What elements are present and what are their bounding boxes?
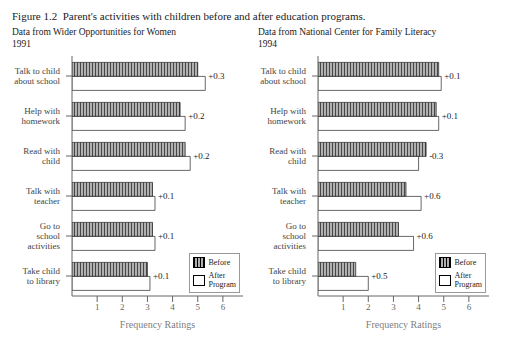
svg-text:1: 1 xyxy=(341,302,346,312)
html-text:Before: Before xyxy=(454,258,477,267)
svg-text:5: 5 xyxy=(195,302,200,312)
svg-text:2: 2 xyxy=(366,302,371,312)
html-text:Data from Wider Opportunities: Data from Wider Opportunities for Women … xyxy=(12,27,176,49)
svg-text:Take childto library: Take childto library xyxy=(268,266,306,286)
svg-text:5: 5 xyxy=(441,302,446,312)
svg-text:4: 4 xyxy=(170,302,175,312)
html-text:After Program: After Program xyxy=(454,271,482,289)
svg-text:+0.2: +0.2 xyxy=(188,111,204,121)
svg-text:Talk to childabout school: Talk to childabout school xyxy=(14,66,60,86)
svg-text:+0.1: +0.1 xyxy=(153,271,169,281)
svg-text:+0.6: +0.6 xyxy=(417,231,434,241)
svg-text:+0.6: +0.6 xyxy=(424,191,441,201)
svg-text:Help withhomework: Help withhomework xyxy=(22,106,61,126)
svg-text:+0.5: +0.5 xyxy=(371,271,388,281)
svg-text:Read withchild: Read withchild xyxy=(23,146,60,166)
svg-text:Read withchild: Read withchild xyxy=(269,146,306,166)
svg-text:Take childto library: Take childto library xyxy=(22,266,60,286)
svg-text:2: 2 xyxy=(120,302,125,312)
svg-text:6: 6 xyxy=(467,302,472,312)
svg-text:Go toschoolactivities: Go toschoolactivities xyxy=(28,221,61,251)
svg-text:+0.3: +0.3 xyxy=(208,71,225,81)
svg-text:6: 6 xyxy=(221,302,226,312)
svg-text:Frequency Ratings: Frequency Ratings xyxy=(120,319,195,330)
html-text:Data from National Center for: Data from National Center for Family Lit… xyxy=(258,27,437,49)
svg-text:+0.1: +0.1 xyxy=(442,111,458,121)
svg-text:+0.1: +0.1 xyxy=(158,231,174,241)
svg-text:Help withhomework: Help withhomework xyxy=(268,106,307,126)
svg-text:+0.1: +0.1 xyxy=(444,71,460,81)
svg-text:-0.3: -0.3 xyxy=(429,151,444,161)
svg-text:3: 3 xyxy=(145,302,150,312)
svg-text:+0.1: +0.1 xyxy=(158,191,174,201)
svg-text:3: 3 xyxy=(391,302,396,312)
svg-text:Talk withteacher: Talk withteacher xyxy=(26,186,61,206)
svg-text:4: 4 xyxy=(416,302,421,312)
svg-text:Frequency Ratings: Frequency Ratings xyxy=(366,319,441,330)
svg-text:Go toschoolactivities: Go toschoolactivities xyxy=(274,221,307,251)
svg-text:1: 1 xyxy=(95,302,100,312)
html-text:After Program: After Program xyxy=(208,271,236,289)
html-text:Figure 1.2 Parent's activities: Figure 1.2 Parent's activities with chil… xyxy=(12,10,366,22)
svg-text:+0.2: +0.2 xyxy=(193,151,209,161)
svg-text:Talk to childabout school: Talk to childabout school xyxy=(260,66,306,86)
svg-text:Talk withteacher: Talk withteacher xyxy=(272,186,307,206)
html-text:Before: Before xyxy=(208,258,231,267)
